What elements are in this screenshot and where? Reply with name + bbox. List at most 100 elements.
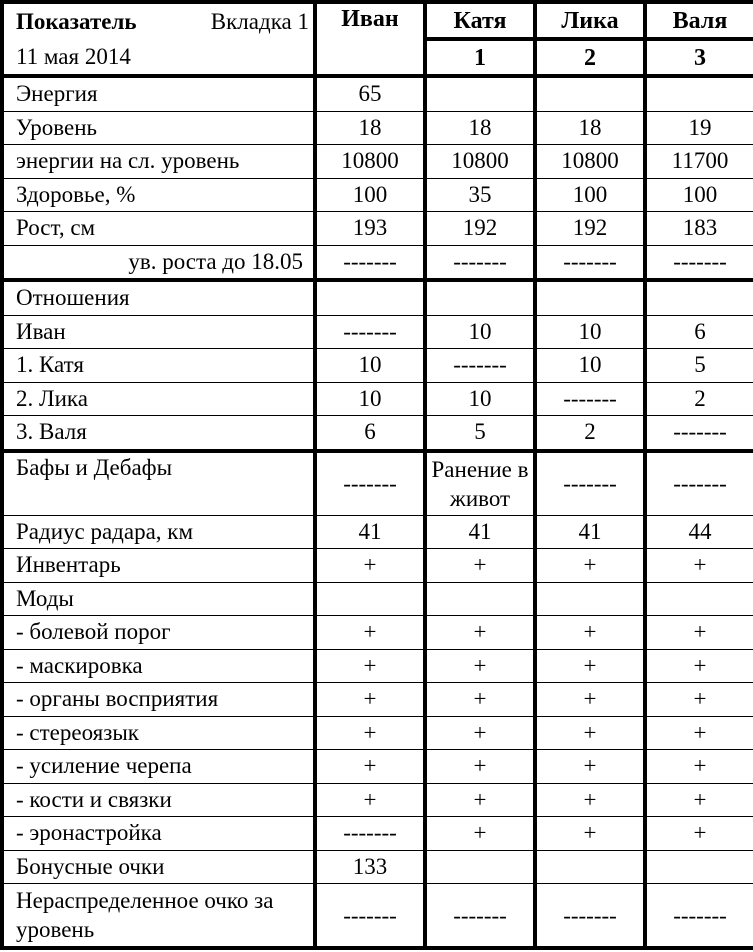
column-number-valya: 3 [643,38,753,78]
row-label: - болевой порог [0,615,317,650]
row-value: 100 [533,177,647,212]
column-header-katya: Катя [423,1,537,41]
row-value: 5 [423,415,537,453]
row-value [533,279,647,316]
row-value: 65 [313,75,427,112]
row-value: Ранение в живот [423,450,537,516]
row-label: - маскировка [0,648,317,683]
row-value: ------- [643,415,753,453]
row-value: 193 [313,211,427,246]
row-value: 10800 [423,144,537,179]
row-value: 10 [423,381,537,416]
row-label: - эронастройка [0,816,317,851]
row-value: 6 [643,314,753,349]
row-value: + [313,682,427,717]
row-value [533,75,647,112]
row-label: Нераспределенное очко за уровень [0,883,317,949]
row-value [423,849,537,884]
row-value: ------- [423,883,537,949]
table-row: 3. Валя 6 5 2 ------- [0,415,753,453]
row-value [643,279,753,316]
row-value: 2 [643,381,753,416]
table-row: Бонусные очки 133 [0,849,753,884]
column-header-lika: Лика [533,1,647,41]
row-value: + [533,715,647,750]
table-row: - эронастройка ------- + + + [0,816,753,851]
row-value: 10 [533,314,647,349]
row-value: ------- [423,244,537,282]
row-value: + [533,548,647,583]
row-value: 192 [423,211,537,246]
header-date: 11 мая 2014 [0,39,317,78]
row-value: + [423,749,537,784]
row-value: + [643,816,753,851]
row-value: 19 [643,110,753,145]
column-header-ivan: Иван [313,1,427,78]
row-value: + [533,749,647,784]
table-row: 1. Катя 10 ------- 10 5 [0,348,753,383]
row-value: ------- [313,244,427,282]
row-value [533,849,647,884]
row-value: + [643,682,753,717]
row-value: ------- [423,348,537,383]
row-label: Отношения [0,279,317,316]
row-value: 18 [313,110,427,145]
row-value: 2 [533,415,647,453]
row-label: Энергия [0,75,317,112]
table-row: Радиус радара, км 41 41 41 44 [0,514,753,549]
row-value: 41 [423,514,537,549]
row-value: ------- [313,450,427,516]
row-value: 10 [313,381,427,416]
table-row: Нераспределенное очко за уровень ------- -… [0,883,753,949]
row-value: ------- [533,883,647,949]
row-label: 3. Валя [0,415,317,453]
row-label: Инвентарь [0,548,317,583]
row-label: - стереоязык [0,715,317,750]
table-row: Энергия 65 [0,75,753,112]
table-row: - маскировка + + + + [0,648,753,683]
row-label: 1. Катя [0,348,317,383]
row-value: + [313,648,427,683]
row-value: 41 [533,514,647,549]
row-value: + [643,749,753,784]
row-value: + [533,782,647,817]
row-value: + [423,548,537,583]
row-value: + [643,648,753,683]
column-header-valya: Валя [643,1,753,41]
row-value: 133 [313,849,427,884]
row-label: Иван [0,314,317,349]
row-label: ув. роста до 18.05 [0,244,317,282]
row-value: + [533,682,647,717]
table-row: ув. роста до 18.05 ------- ------- ------- -… [0,244,753,282]
row-value: 10 [533,348,647,383]
row-value: ------- [313,883,427,949]
row-label: - кости и связки [0,782,317,817]
table-row: - органы восприятия + + + + [0,682,753,717]
row-value: ------- [643,450,753,516]
header-number-row: 11 мая 2014 1 2 3 [0,38,753,78]
row-value: + [533,615,647,650]
row-value: + [533,648,647,683]
table-row: - болевой порог + + + + [0,615,753,650]
row-value: + [423,782,537,817]
row-label: Рост, см [0,211,317,246]
row-label: Моды [0,581,317,616]
row-value: 11700 [643,144,753,179]
row-value: 10 [423,314,537,349]
row-label: Уровень [0,110,317,145]
table-row: - кости и связки + + + + [0,782,753,817]
table-row: - усиление черепа + + + + [0,749,753,784]
row-value: ------- [533,244,647,282]
row-value: + [423,816,537,851]
row-value [423,75,537,112]
column-number-katya: 1 [423,38,537,78]
row-value: + [643,782,753,817]
row-value: 18 [423,110,537,145]
row-label: Здоровье, % [0,177,317,212]
row-value: + [423,682,537,717]
row-label: - усиление черепа [0,749,317,784]
row-value: + [313,715,427,750]
header-row: Показатель Вкладка 1 Иван Катя Лика Валя [0,1,753,78]
row-value: 5 [643,348,753,383]
